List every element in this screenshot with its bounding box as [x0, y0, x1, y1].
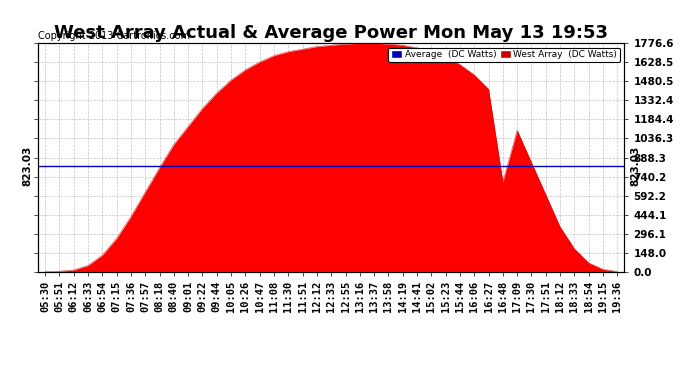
Text: 823.03: 823.03	[631, 146, 640, 186]
Title: West Array Actual & Average Power Mon May 13 19:53: West Array Actual & Average Power Mon Ma…	[55, 24, 608, 42]
Text: Copyright 2013 Cartronics.com: Copyright 2013 Cartronics.com	[38, 31, 190, 41]
Legend: Average  (DC Watts), West Array  (DC Watts): Average (DC Watts), West Array (DC Watts…	[388, 48, 620, 62]
Text: 823.03: 823.03	[22, 146, 32, 186]
